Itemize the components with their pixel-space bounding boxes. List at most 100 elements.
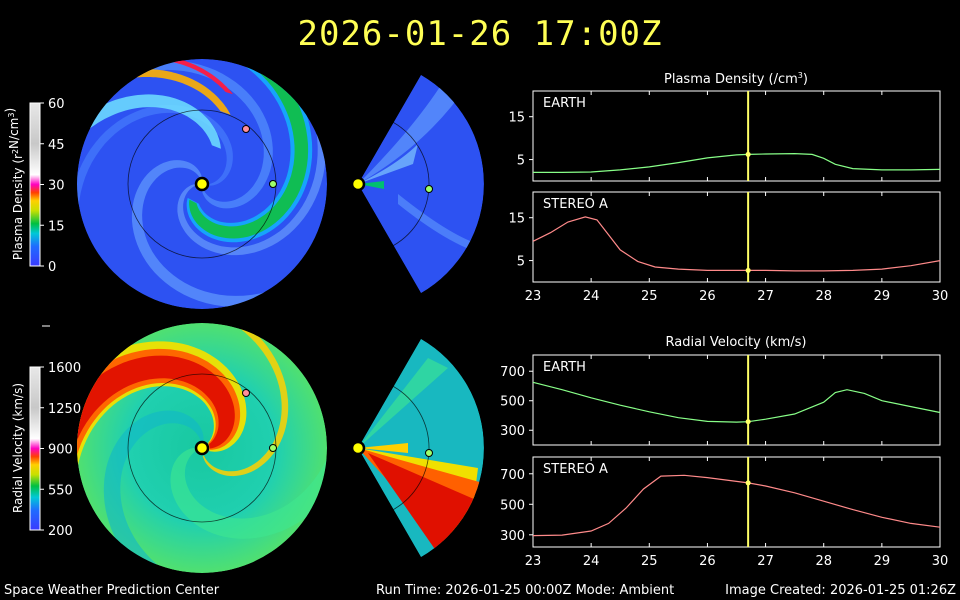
wedge-streamer [358,358,448,448]
density-stream-core [169,59,309,239]
density-colorbar: 60 45 30 15 0 Plasma Density (r2N/cm3) [3,97,65,275]
x-tick-label: 28 [815,554,832,569]
y-tick-label: 500 [500,498,525,513]
density-spiral-arm [177,64,326,256]
velocity-equatorial-disk [77,323,327,573]
colorbar-tick-label: 1600 [48,361,81,376]
colorbar-tick-label: 1250 [48,402,81,417]
x-tick-label: 29 [874,289,891,304]
series-line-earth [533,152,941,173]
colorbar-label: Plasma Density (r2N/cm3) [3,108,25,260]
colorbar-tick-label: 45 [48,138,65,153]
sun-marker [350,440,366,456]
footer-credit: Space Weather Prediction Center [4,583,220,598]
y-tick-label: 300 [500,529,525,544]
y-tick-label: 5 [517,154,525,169]
earth-orbit-arc [393,122,430,246]
footer-run-time: Run Time: 2026-01-25 00:00Z Mode: Ambien… [376,583,675,598]
wedge-streamer [358,144,418,184]
sun-marker [194,440,210,456]
x-tick-label: 23 [525,289,542,304]
x-tick-label: 28 [815,289,832,304]
y-tick-label: 700 [500,468,525,483]
earth-marker [269,444,277,452]
panel-frame [532,354,941,446]
x-tick-label: 27 [757,554,774,569]
panel-label: STEREO A [543,462,608,477]
wedge-content [358,338,484,558]
x-tick-label: 26 [699,289,716,304]
wedge-content [358,74,484,294]
panel-label: EARTH [543,96,586,111]
y-tick-label: 5 [517,255,525,270]
y-tick-label: 300 [500,424,525,439]
series-line-earth [532,381,941,423]
density-spiral-arm [78,60,273,209]
density-stream-band [152,59,313,243]
disk-content [77,59,327,309]
current-time-point [745,480,751,486]
velocity-meridional-wedge [350,338,484,558]
panel-label: EARTH [543,360,586,375]
colorbar-tick-label: 900 [48,443,73,458]
panel-frame [532,191,941,283]
x-tick-label: 23 [525,554,542,569]
series-line-stereo-a [532,474,941,537]
colorbar-strip [29,102,41,267]
earth-orbit-arc [393,386,430,510]
x-tick-label: 30 [932,554,949,569]
sun-marker [194,176,210,192]
footer-image-created: Image Created: 2026-01-25 01:26Z [725,583,956,598]
density-equatorial-disk [77,59,327,309]
velocity-secondary-stream [149,323,289,477]
panel-frame [532,90,941,182]
x-tick-label: 27 [757,289,774,304]
series-line-stereo-a [532,216,941,272]
velocity-fast-stream-core [77,355,235,535]
colorbar-tick-label: 60 [48,97,65,112]
earth-marker [269,180,277,188]
current-time-point [745,267,751,273]
colorbar-tick-label: 0 [48,260,56,275]
colorbar-label-part: 3 [7,113,16,118]
x-tick-label: 25 [641,289,658,304]
stereo-a-marker [242,389,250,397]
x-tick-label: 30 [932,289,949,304]
x-tick-label: 24 [583,289,600,304]
timeseries-panel-stereo-a: 5 15 STEREO A 23 24 25 26 27 28 29 30 [508,191,949,304]
chart-title-sup: 3 [798,71,803,80]
colorbar-tick-label: 550 [48,483,73,498]
colorbar-label-part: ) [3,108,17,113]
colorbar-label-part: 2 [11,149,20,154]
colorbar-tick-label: 15 [48,219,65,234]
density-timeseries-chart: Plasma Density (/cm3) 5 15 EARTH 5 15 STEREO A… [508,71,948,304]
colorbar-tick-label: 30 [48,179,65,194]
sun-marker [350,176,366,192]
colorbar-label-part: N/cm [7,118,21,149]
colorbar-strip [29,366,41,531]
colorbar-tick-label: 200 [48,524,73,539]
density-spiral-arm [131,160,327,307]
timeseries-panel-earth: 5 15 EARTH [508,90,941,182]
colorbar-label: Radial Velocity (km/s) [11,383,25,513]
chart-title: Radial Velocity (km/s) [666,335,807,350]
current-time-point [745,151,751,157]
chart-title: Plasma Density (/cm3) [664,71,808,87]
velocity-timeseries-chart: Radial Velocity (km/s) 300 500 700 EARTH 300 5… [500,335,948,569]
chart-title-text: Plasma Density (/cm [664,72,798,87]
x-tick-label: 29 [874,554,891,569]
y-tick-label: 15 [508,212,525,227]
x-tick-label: 24 [583,554,600,569]
density-compression-peak [113,59,233,95]
stereo-a-marker [242,125,250,133]
y-tick-label: 500 [500,395,525,410]
timeseries-panel-earth: 300 500 700 EARTH [500,354,941,446]
chart-title-end: ) [803,72,808,87]
wedge-streamer [358,74,468,184]
y-tick-label: 15 [508,111,525,126]
wedge-streamer [398,194,483,254]
earth-marker [425,449,433,457]
earth-marker [425,185,433,193]
velocity-colorbar: 1600 1250 900 550 200 Radial Velocity (km/s) [11,361,81,539]
